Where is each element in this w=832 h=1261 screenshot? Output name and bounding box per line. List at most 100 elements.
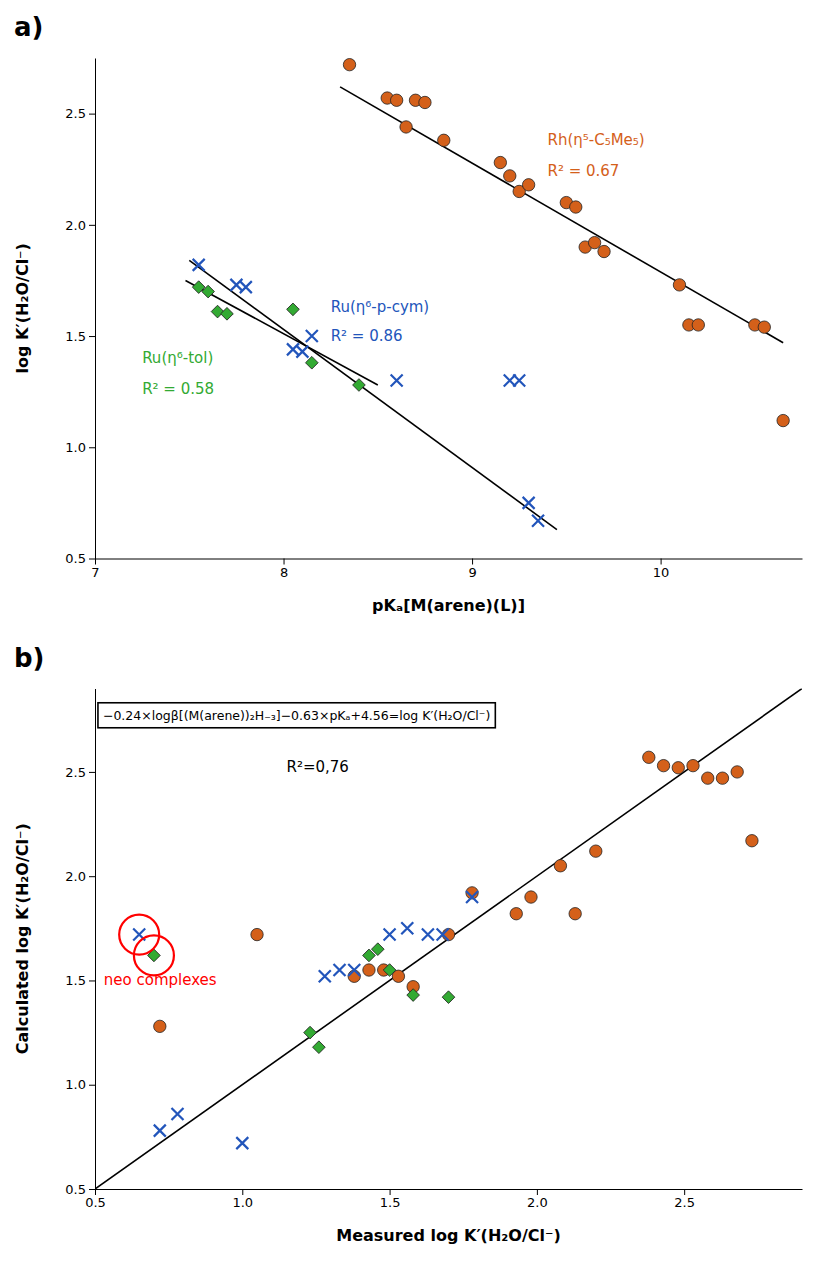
x-axis: 78910 — [91, 559, 802, 580]
series — [133, 891, 478, 1149]
panel: 0.51.01.52.02.50.51.01.52.02.5−0.24×logβ… — [13, 643, 803, 1246]
y-axis: 0.51.01.52.02.5 — [65, 59, 95, 567]
point — [672, 762, 684, 774]
tick-mark — [89, 114, 95, 115]
axis-line — [95, 689, 96, 1190]
tick-label: 2.5 — [65, 765, 86, 780]
tick-label: 2.0 — [65, 869, 86, 884]
annotation: −0.24×logβ[(M(arene))₂H₋₃]−0.63×pKₐ+4.56… — [103, 708, 490, 723]
point — [523, 497, 535, 509]
annotation: Ru(η⁶-p-cym) — [331, 298, 430, 316]
tick-mark — [89, 876, 95, 877]
tick-label: 1.0 — [65, 440, 86, 455]
point — [525, 891, 537, 903]
point — [221, 307, 234, 320]
point — [334, 964, 346, 976]
tick: 0.5 — [65, 551, 95, 566]
point — [569, 908, 581, 920]
tick-label: 1.0 — [65, 1077, 86, 1092]
series — [148, 943, 455, 1054]
panel-title: a) — [14, 12, 43, 42]
point — [422, 929, 434, 941]
point — [716, 772, 728, 784]
tick-mark — [537, 1189, 538, 1195]
tick: 2.0 — [65, 869, 95, 884]
point — [673, 279, 685, 291]
annotation: Ru(η⁶-tol) — [142, 349, 213, 367]
point — [363, 964, 375, 976]
annotation: neo complexes — [104, 971, 217, 989]
point — [504, 170, 516, 182]
point — [510, 908, 522, 920]
point — [319, 970, 331, 982]
point — [304, 1026, 317, 1039]
figure: 789100.51.01.52.02.5Rh(η⁵-C₅Me₅)R² = 0.6… — [0, 0, 832, 1261]
panel-title: b) — [14, 643, 45, 673]
plot-area: 0.51.01.52.02.50.51.01.52.02.5−0.24×logβ… — [65, 689, 802, 1211]
point — [348, 970, 360, 982]
point — [240, 281, 252, 293]
tick-mark — [89, 1189, 95, 1190]
y-axis-title: log K′(H₂O/Cl⁻) — [13, 243, 32, 373]
y-axis: 0.51.01.52.02.5 — [65, 689, 95, 1197]
point — [383, 964, 396, 977]
point — [570, 201, 582, 213]
point — [287, 303, 300, 316]
point — [702, 772, 714, 784]
axis-line — [96, 559, 803, 560]
tick: 1.0 — [65, 1077, 95, 1092]
tick-label: 7 — [91, 565, 99, 580]
tick: 1.5 — [65, 329, 95, 344]
axis-line — [96, 1189, 803, 1190]
series — [343, 58, 789, 426]
point — [598, 245, 610, 257]
data-layer — [95, 689, 802, 1190]
equation-box: −0.24×logβ[(M(arene))₂H₋₃]−0.63×pKₐ+4.56… — [98, 703, 495, 728]
trend-line — [95, 689, 802, 1190]
lines — [185, 87, 783, 530]
tick-mark — [661, 559, 662, 565]
tick-label: 0.5 — [65, 1182, 86, 1197]
tick: 1.5 — [380, 1189, 401, 1210]
point — [407, 989, 420, 1002]
point — [442, 991, 455, 1004]
point — [384, 929, 396, 941]
tick-label: 2.0 — [65, 217, 86, 232]
lines — [95, 689, 802, 1190]
point — [437, 929, 449, 941]
tick: 8 — [280, 559, 288, 580]
point — [513, 375, 525, 387]
tick-label: 0.5 — [65, 551, 86, 566]
point — [777, 414, 789, 426]
x-axis-title: Measured log K′(H₂O/Cl⁻) — [336, 1226, 561, 1245]
tick: 2.0 — [527, 1189, 548, 1210]
tick-label: 1.0 — [232, 1195, 253, 1210]
point — [687, 759, 699, 771]
point — [643, 751, 655, 763]
point — [154, 1020, 166, 1032]
points — [192, 58, 789, 526]
tick-mark — [89, 336, 95, 337]
point — [391, 375, 403, 387]
point — [466, 891, 478, 903]
point — [758, 321, 770, 333]
annotation: Rh(η⁵-C₅Me₅) — [547, 131, 644, 149]
points — [133, 751, 758, 1149]
point — [193, 259, 205, 271]
tick: 10 — [653, 559, 670, 580]
point — [353, 379, 366, 392]
tick-mark — [242, 1189, 243, 1195]
annotations: −0.24×logβ[(M(arene))₂H₋₃]−0.63×pKₐ+4.56… — [98, 703, 495, 989]
tick-mark — [89, 772, 95, 773]
point — [305, 356, 318, 369]
tick-label: 1.5 — [65, 329, 86, 344]
point — [171, 1108, 183, 1120]
point — [348, 964, 360, 976]
point — [400, 121, 412, 133]
point — [343, 58, 355, 70]
tick-label: 1.5 — [380, 1195, 401, 1210]
point — [494, 156, 506, 168]
point — [588, 236, 600, 248]
tick-label: 8 — [280, 565, 288, 580]
tick-mark — [89, 559, 95, 560]
